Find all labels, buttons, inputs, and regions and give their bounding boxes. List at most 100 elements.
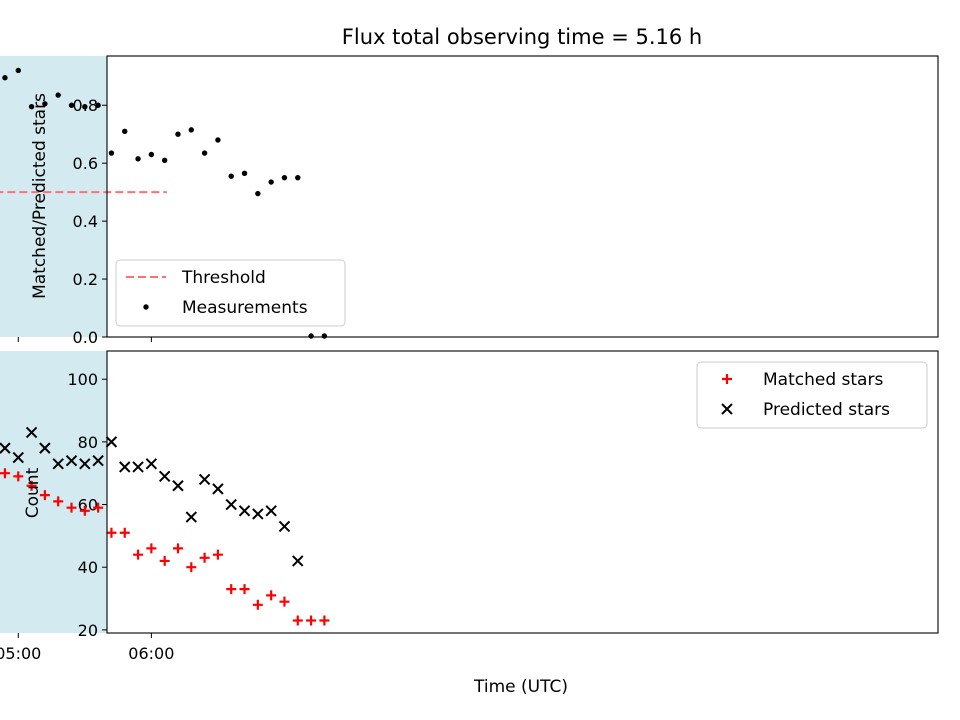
predicted-stars-point <box>0 442 11 454</box>
predicted-stars-point <box>25 426 38 439</box>
measurements-point <box>321 333 328 339</box>
matched-stars-point <box>66 502 77 513</box>
legend-label: Matched stars <box>763 370 883 390</box>
measurements-point <box>255 190 261 197</box>
measurements-point <box>2 75 8 81</box>
predicted-stars-legend-swatch <box>721 403 733 415</box>
y-tick-label: 0.2 <box>73 270 98 289</box>
matched-stars-point <box>279 596 290 607</box>
measurements-point <box>295 174 301 181</box>
measurements-legend-swatch <box>143 304 149 310</box>
matched-stars-point <box>159 555 170 566</box>
matched-stars-point <box>319 615 330 626</box>
predicted-stars-point <box>278 520 291 533</box>
legend: Matched stars Predicted stars <box>696 361 928 429</box>
matched-stars-point <box>199 552 210 563</box>
y-tick-label: 40 <box>78 558 98 577</box>
matched-stars-point <box>226 584 237 595</box>
measurements-point <box>215 137 221 143</box>
predicted-stars-point <box>265 505 277 517</box>
measurements-point <box>108 150 115 156</box>
predicted-stars-point <box>92 454 104 467</box>
predicted-stars-point <box>225 498 237 511</box>
predicted-stars-point <box>238 505 251 517</box>
y-tick-label: 0.0 <box>73 328 98 347</box>
predicted-stars-point <box>39 442 51 454</box>
y-tick-label: 0.4 <box>73 212 98 231</box>
measurements-point <box>122 128 128 135</box>
matched-stars-point <box>26 480 37 491</box>
y-tick-label: 20 <box>78 621 98 640</box>
legend-label: Threshold <box>181 268 266 288</box>
observing-window-shade <box>0 56 107 337</box>
matched-stars-point <box>39 490 50 501</box>
matched-stars-point <box>0 468 10 479</box>
measurements-point <box>268 179 274 185</box>
observing-window-shade <box>0 351 107 633</box>
matched-stars-point <box>252 599 263 610</box>
matched-stars-point <box>212 549 223 560</box>
predicted-stars-point <box>105 436 118 448</box>
predicted-stars-point <box>79 458 91 470</box>
legend-box <box>115 259 346 327</box>
measurements-point <box>241 170 248 177</box>
predicted-stars-point <box>52 458 64 470</box>
matched-stars-point <box>106 527 117 538</box>
measurements-point <box>201 150 208 156</box>
y-tick-label: 0.6 <box>73 154 98 173</box>
x-tick-label: 05:00 <box>0 644 41 663</box>
predicted-stars-point <box>185 511 198 523</box>
measurements-point <box>28 103 35 110</box>
predicted-stars-point <box>145 458 158 470</box>
matched-stars-point <box>146 543 157 554</box>
measurements-point <box>55 92 61 98</box>
measurements-point <box>148 151 155 158</box>
predicted-stars-point <box>198 473 211 486</box>
measurements-point <box>135 156 141 162</box>
chart-title: Flux total observing time = 5.16 h <box>342 25 702 49</box>
measurements-point <box>42 101 48 107</box>
predicted-stars-point <box>172 480 184 492</box>
matched-stars-legend-swatch <box>722 374 732 384</box>
measurements-point <box>175 131 181 137</box>
legend-label: Predicted stars <box>763 400 890 420</box>
matched-stars-point <box>93 502 104 513</box>
matched-stars-point <box>292 615 303 626</box>
predicted-stars-point <box>212 483 224 495</box>
measurements-point <box>68 102 75 108</box>
measurements-point <box>95 102 101 108</box>
x-axis-label: Time (UTC) <box>473 677 568 697</box>
measurements-point <box>82 103 88 110</box>
legend-label: Measurements <box>182 298 308 318</box>
predicted-stars-point <box>65 454 78 467</box>
measurements-point <box>15 67 21 74</box>
x-tick-label: 06:00 <box>128 644 174 663</box>
matched-stars-point <box>13 471 24 482</box>
measurements-point <box>228 173 234 179</box>
y-axis-label-count: Count <box>23 467 43 518</box>
measurements-point <box>281 174 288 181</box>
predicted-stars-point <box>252 508 264 520</box>
matched-stars-point <box>266 590 277 601</box>
y-axis-label-ratio: Matched/Predicted stars <box>30 93 50 299</box>
count-panel: 2040608010001:0002:0003:0004:0005:0006:0… <box>0 350 939 663</box>
ratio-panel: 0.00.20.40.60.8ThresholdMeasurements <box>0 55 939 347</box>
matched-stars-point <box>239 584 250 595</box>
y-tick-label: 80 <box>78 433 98 452</box>
axes-frame <box>106 350 939 634</box>
measurements-point <box>308 333 314 339</box>
y-tick-label: 100 <box>67 370 98 389</box>
matched-stars-point <box>79 505 90 516</box>
measurements-point <box>161 157 168 163</box>
matched-stars-point <box>53 496 64 507</box>
predicted-stars-point <box>158 470 171 483</box>
matched-stars-point <box>186 562 197 573</box>
matched-stars-point <box>306 615 317 626</box>
legend: Threshold Measurements <box>115 259 346 327</box>
predicted-stars-point <box>12 451 24 464</box>
measurements-point <box>188 127 194 133</box>
axes-frame <box>106 55 939 338</box>
matched-stars-point <box>119 527 130 538</box>
